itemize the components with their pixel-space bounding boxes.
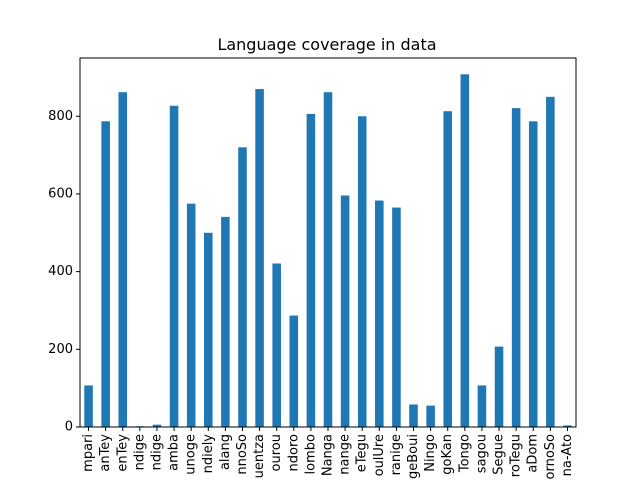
bar-28 <box>563 425 572 427</box>
x-tick-label-10: uentza <box>252 434 267 478</box>
bars-group <box>84 74 572 428</box>
x-tick-label-22: Tongo <box>457 434 472 473</box>
bar-12 <box>289 315 299 427</box>
chart-title: Language coverage in data <box>217 35 436 54</box>
y-tick-label-4: 800 <box>48 109 73 124</box>
bar-14 <box>323 92 333 427</box>
bar-11 <box>272 263 281 427</box>
x-tick-label-4: ndige <box>149 434 164 470</box>
x-tick-label-24: Segue <box>492 434 507 475</box>
x-tick-label-14: Nanga <box>321 434 336 476</box>
x-tick-label-18: ranige <box>389 434 404 475</box>
x-tick-label-3: ndige <box>132 434 147 470</box>
bar-17 <box>375 200 384 427</box>
y-tick-label-2: 400 <box>48 264 73 279</box>
x-tick-label-9: nnoSo <box>235 434 250 475</box>
y-tick-label-1: 200 <box>48 342 73 357</box>
y-tick-label-0: 0 <box>65 420 73 435</box>
bar-23 <box>477 385 487 427</box>
x-tick-label-8: alang <box>218 434 233 470</box>
bar-20 <box>426 405 435 427</box>
bar-1 <box>101 121 110 428</box>
x-axis: mpari anTey enTey ndige ndige amba unoge ndiely… <box>81 427 575 479</box>
bar-8 <box>221 216 230 427</box>
x-tick-label-7: ndiely <box>201 434 216 474</box>
bar-9 <box>238 147 247 427</box>
bar-26 <box>528 121 538 428</box>
bar-18 <box>392 207 401 427</box>
bar-16 <box>357 116 367 428</box>
bar-21 <box>443 111 452 427</box>
x-tick-label-20: Ningo <box>423 434 438 472</box>
bar-19 <box>409 404 418 427</box>
bar-22 <box>460 74 470 427</box>
bar-2 <box>118 92 128 427</box>
x-tick-label-23: sagou <box>474 434 489 473</box>
x-tick-label-12: ndoro <box>286 434 301 472</box>
x-tick-label-28: na-Ato <box>560 434 575 476</box>
x-tick-label-5: amba <box>167 434 182 471</box>
x-tick-label-26: aDom <box>526 434 541 473</box>
x-tick-label-6: unoge <box>184 434 199 475</box>
bar-25 <box>511 108 521 427</box>
bar-24 <box>494 346 504 427</box>
x-tick-label-2: enTey <box>115 434 130 472</box>
x-tick-label-21: goKan <box>440 434 455 475</box>
x-tick-label-1: anTey <box>98 434 113 472</box>
x-tick-label-0: mpari <box>81 434 96 472</box>
x-tick-label-25: roTegu <box>509 434 524 477</box>
bar-7 <box>204 232 213 427</box>
y-tick-label-3: 600 <box>48 186 73 201</box>
y-axis: 0 200 400 600 800 <box>48 109 80 435</box>
x-tick-label-13: lombo <box>303 434 318 474</box>
x-tick-label-11: ourou <box>269 434 284 471</box>
x-tick-label-27: ornoSo <box>543 434 558 480</box>
bar-5 <box>169 105 179 427</box>
axes-frame <box>79 57 577 428</box>
bar-4 <box>152 424 162 427</box>
x-tick-label-16: eTegu <box>355 434 370 472</box>
bar-15 <box>340 195 350 427</box>
x-tick-label-17: oulUre <box>372 434 387 476</box>
bar-27 <box>546 96 555 427</box>
bar-6 <box>186 203 196 427</box>
bar-10 <box>255 89 264 428</box>
bar-13 <box>306 113 316 428</box>
x-tick-label-15: nange <box>338 434 353 475</box>
x-tick-label-19: geBoui <box>406 434 421 479</box>
bar-0 <box>84 385 93 427</box>
